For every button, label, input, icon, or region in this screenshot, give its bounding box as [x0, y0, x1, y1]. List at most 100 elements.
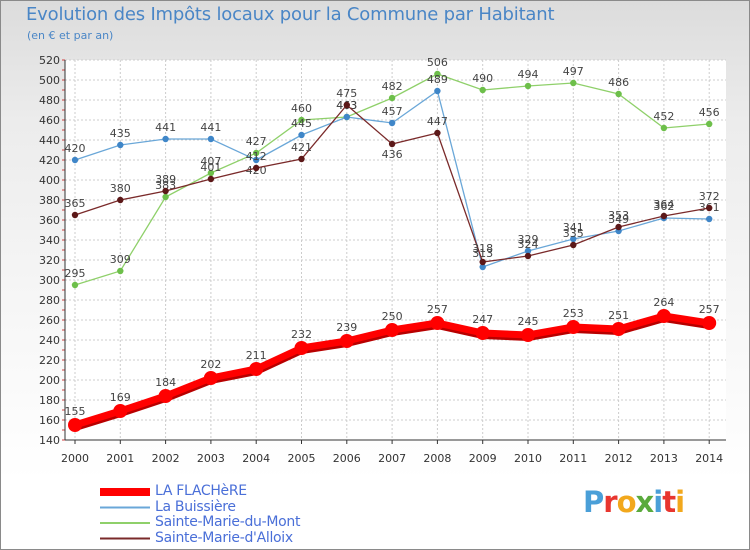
data-point-la-flach-re [158, 389, 173, 403]
data-label-sainte-marie-du-mont: 490 [472, 72, 493, 85]
logo-letter: i [653, 485, 663, 519]
data-point-la-buissi-re [71, 156, 79, 164]
x-tick-label: 2011 [559, 452, 587, 465]
plot-area [65, 60, 726, 440]
data-label-la-flach-re: 184 [155, 376, 176, 389]
data-point-sainte-marie-du-mont [615, 90, 622, 98]
x-tick-label: 2005 [288, 452, 316, 465]
data-label-sainte-marie-d-alloix: 401 [200, 161, 221, 174]
data-point-la-flach-re [566, 320, 581, 334]
data-label-la-flach-re: 253 [563, 307, 584, 320]
data-point-sainte-marie-d-alloix [343, 101, 350, 109]
y-tick-label: 340 [39, 234, 60, 247]
data-point-sainte-marie-du-mont [660, 124, 668, 132]
data-point-sainte-marie-du-mont [479, 86, 486, 94]
data-point-la-flach-re [294, 341, 309, 355]
data-label-sainte-marie-du-mont: 383 [155, 179, 176, 192]
data-label-la-buissi-re: 313 [472, 247, 493, 260]
y-tick-label: 460 [39, 114, 60, 127]
data-point-sainte-marie-du-mont [388, 94, 396, 102]
data-label-sainte-marie-d-alloix: 364 [653, 198, 674, 211]
data-label-sainte-marie-d-alloix: 324 [518, 238, 539, 251]
data-label-sainte-marie-du-mont: 427 [246, 135, 267, 148]
data-point-sainte-marie-d-alloix [706, 204, 713, 212]
data-label-la-flach-re: 250 [382, 310, 403, 323]
data-label-sainte-marie-d-alloix: 389 [155, 173, 176, 186]
data-point-sainte-marie-du-mont [162, 193, 169, 201]
data-point-la-flach-re [203, 371, 218, 385]
data-point-sainte-marie-d-alloix [162, 187, 169, 195]
data-point-la-buissi-re [162, 135, 169, 143]
data-label-sainte-marie-d-alloix: 318 [472, 242, 493, 255]
data-point-sainte-marie-d-alloix [660, 212, 668, 220]
logo-letter: x [635, 485, 655, 519]
data-label-sainte-marie-du-mont: 486 [608, 76, 629, 89]
data-label-la-flach-re: 247 [472, 313, 493, 326]
data-point-la-buissi-re [343, 113, 350, 121]
data-point-la-buissi-re [570, 235, 577, 243]
legend-label: LA FLACHèRE [155, 483, 247, 499]
data-label-la-flach-re: 169 [110, 391, 131, 404]
x-tick-label: 2008 [423, 452, 451, 465]
data-point-la-flach-re [385, 323, 400, 337]
data-label-sainte-marie-d-alloix: 365 [65, 197, 86, 210]
data-point-la-buissi-re [706, 215, 713, 223]
data-label-sainte-marie-du-mont: 295 [65, 267, 86, 280]
data-point-sainte-marie-d-alloix [479, 258, 486, 266]
logo-letter: r [603, 485, 617, 519]
data-label-sainte-marie-du-mont: 309 [110, 253, 131, 266]
data-label-la-flach-re: 232 [291, 328, 312, 341]
data-point-sainte-marie-d-alloix [570, 241, 577, 249]
x-tick-label: 2013 [650, 452, 678, 465]
x-tick-label: 2004 [242, 452, 270, 465]
data-label-la-flach-re: 202 [200, 358, 221, 371]
data-point-la-buissi-re [479, 263, 486, 271]
data-label-la-flach-re: 239 [336, 321, 357, 334]
data-label-la-buissi-re: 489 [427, 73, 448, 86]
data-point-la-buissi-re [298, 131, 305, 139]
data-label-sainte-marie-du-mont: 482 [382, 80, 403, 93]
y-tick-label: 180 [39, 394, 60, 407]
legend-label: La Buissière [155, 498, 236, 515]
y-tick-label: 280 [39, 294, 60, 307]
data-point-la-buissi-re [388, 119, 396, 127]
x-tick-label: 2002 [152, 452, 180, 465]
data-point-sainte-marie-d-alloix [298, 155, 305, 163]
data-point-sainte-marie-du-mont [434, 70, 441, 78]
data-point-sainte-marie-d-alloix [253, 164, 260, 172]
y-tick-label: 380 [39, 194, 60, 207]
data-point-la-buissi-re [207, 135, 215, 143]
chart-subtitle: (en € et par an) [27, 29, 114, 42]
data-label-la-flach-re: 257 [427, 303, 448, 316]
data-label-la-buissi-re: 441 [155, 121, 176, 134]
y-tick-label: 500 [39, 74, 60, 87]
y-tick-label: 360 [39, 214, 60, 227]
data-point-la-buissi-re [434, 87, 441, 95]
data-point-sainte-marie-du-mont [524, 82, 532, 90]
x-tick-label: 2006 [333, 452, 361, 465]
x-tick-label: 2012 [605, 452, 633, 465]
data-label-sainte-marie-d-alloix: 372 [699, 190, 720, 203]
logo-letter: t [662, 485, 676, 519]
x-tick-label: 2010 [514, 452, 542, 465]
data-label-la-buissi-re: 441 [200, 121, 221, 134]
data-label-la-buissi-re: 329 [518, 233, 539, 246]
data-label-sainte-marie-du-mont: 506 [427, 56, 448, 69]
data-label-la-buissi-re: 362 [653, 200, 674, 213]
y-tick-label: 320 [39, 254, 60, 267]
y-tick-label: 520 [39, 54, 60, 67]
data-label-sainte-marie-du-mont: 407 [200, 155, 221, 168]
data-label-sainte-marie-du-mont: 460 [291, 102, 312, 115]
data-point-la-flach-re [521, 328, 535, 342]
data-label-sainte-marie-du-mont: 497 [563, 65, 584, 78]
data-label-sainte-marie-d-alloix: 380 [110, 182, 131, 195]
data-point-sainte-marie-du-mont [71, 281, 79, 289]
data-point-sainte-marie-du-mont [207, 169, 215, 177]
data-label-la-buissi-re: 420 [65, 142, 86, 155]
data-label-sainte-marie-d-alloix: 436 [382, 148, 403, 161]
data-label-sainte-marie-d-alloix: 421 [291, 141, 312, 154]
y-tick-label: 240 [39, 334, 60, 347]
y-tick-label: 200 [39, 374, 60, 387]
data-point-sainte-marie-du-mont [298, 116, 305, 124]
data-label-la-flach-re: 245 [518, 315, 539, 328]
